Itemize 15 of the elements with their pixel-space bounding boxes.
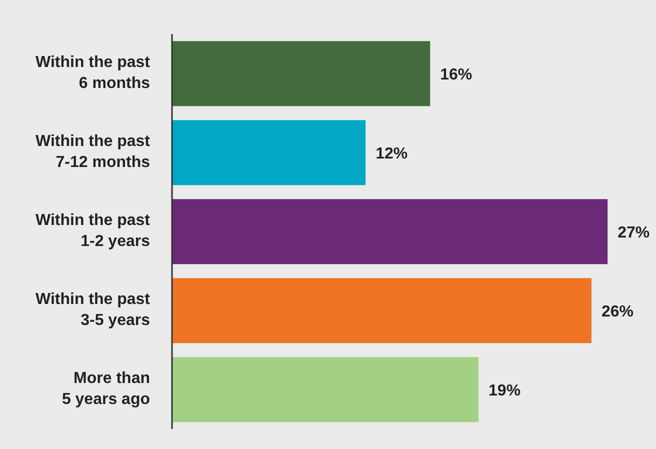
data-label: 19% — [488, 382, 521, 400]
y-tick-label: More than 5 years ago — [62, 370, 150, 408]
y-tick-label: Within the past 1-2 years — [35, 212, 151, 250]
data-label: 12% — [376, 145, 408, 162]
bar — [172, 120, 366, 186]
data-label: 26% — [601, 303, 634, 320]
y-tick-label: Within the past 3-5 years — [35, 291, 151, 330]
y-tick-label: Within the past 7-12 months — [35, 133, 151, 172]
data-label: 27% — [618, 224, 650, 242]
data-label: 16% — [440, 66, 472, 84]
bar — [172, 357, 479, 422]
bar — [172, 278, 592, 344]
bar — [172, 199, 608, 264]
bar — [172, 41, 430, 106]
y-tick-label: Within the past 6 months — [35, 54, 151, 92]
